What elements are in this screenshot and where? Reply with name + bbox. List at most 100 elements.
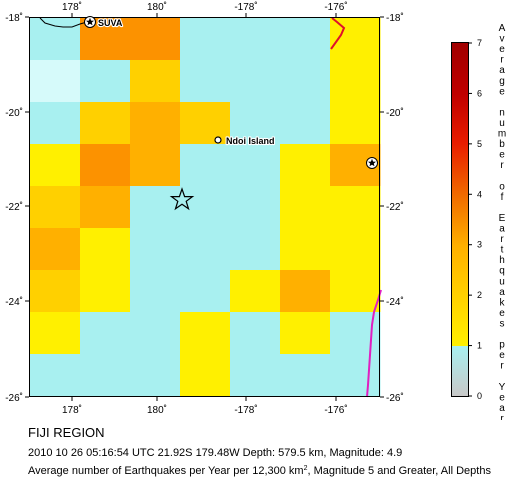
grid-cell: [280, 18, 331, 61]
lon-label-top-178e: 178˚: [62, 1, 82, 13]
legend-title-letter: a: [499, 65, 505, 76]
grid-cell: [230, 354, 281, 397]
grid-cell: [230, 312, 281, 355]
grid-cell: [180, 102, 231, 145]
legend-tick-label: 5: [477, 139, 482, 149]
legend-title-letter: n: [499, 107, 505, 118]
coastline: [39, 17, 88, 28]
grid-cell: [230, 270, 281, 313]
lat-label-right-26: -26˚: [386, 392, 404, 404]
lon-label-bottom-180: 180˚: [147, 404, 167, 416]
legend-title-letter: u: [499, 118, 505, 129]
grid-cell: [80, 60, 131, 103]
grid-cell: [130, 354, 181, 397]
grid-cell: [30, 312, 81, 355]
legend-tick-label: 7: [477, 38, 482, 48]
legend-title-letter: A: [499, 23, 506, 34]
grid-cell: [330, 354, 381, 397]
lat-label-right-18: -18˚: [386, 12, 404, 24]
grid-cell: [180, 312, 231, 355]
grid-cell: [180, 144, 231, 187]
legend-title-letter: t: [501, 245, 504, 256]
grid-cell: [180, 270, 231, 313]
legend-title-letter: a: [499, 224, 505, 235]
average-caption: Average number of Earthquakes per Year p…: [28, 465, 491, 477]
map-frame: [29, 17, 380, 397]
grid-cell: [280, 60, 331, 103]
plate-boundary-north: [330, 17, 346, 50]
grid-cell: [30, 354, 81, 397]
legend-tick-label: 4: [477, 189, 482, 199]
legend-tick-label: 2: [477, 290, 482, 300]
grid-cell: [180, 354, 231, 397]
grid-cell: [230, 60, 281, 103]
legend-tick-label: 1: [477, 341, 482, 351]
grid-cell: [130, 60, 181, 103]
latitude-ticks: [25, 16, 384, 398]
grid-cell: [180, 18, 231, 61]
average-caption-tail: , Magnitude 5 and Greater, All Depths: [307, 465, 491, 477]
grid-cell: [330, 270, 381, 313]
grid-cell: [130, 228, 181, 271]
grid-cell: [30, 186, 81, 229]
seismicity-map: 178˚ 180˚ -178˚ -176˚ 178˚ 180˚ -178˚ -1…: [5, 1, 506, 420]
grid-cell: [80, 354, 131, 397]
legend-title-letter: v: [500, 34, 505, 45]
lat-label-left-26: -26˚: [5, 392, 23, 404]
lon-label-top-176w: -176˚: [324, 1, 347, 13]
grid-cell: [30, 102, 81, 145]
lat-label-right-20: -20˚: [386, 107, 404, 119]
legend-tick-label: 3: [477, 240, 482, 250]
grid-cell: [130, 18, 181, 61]
grid-cell: [280, 186, 331, 229]
grid-cell: [30, 18, 81, 61]
grid-cell: [30, 60, 81, 103]
grid-cell: [130, 186, 181, 229]
legend-tick-label: 0: [477, 391, 482, 401]
grid-cell: [180, 228, 231, 271]
grid-cell: [330, 60, 381, 103]
lon-label-bottom-176w: -176˚: [324, 404, 347, 416]
legend-title-letter: f: [501, 192, 504, 203]
event-caption: 2010 10 26 05:16:54 UTC 21.92S 179.48W D…: [28, 447, 403, 459]
grid-cell: [80, 186, 131, 229]
legend-title-letter: h: [499, 255, 505, 266]
legend-title-letter: a: [499, 403, 505, 414]
legend-title-letter: r: [500, 55, 504, 66]
legend-title-letter: e: [499, 86, 505, 97]
grid-cell: [30, 228, 81, 271]
grid-cell: [30, 270, 81, 313]
lon-label-bottom-178e: 178˚: [62, 404, 82, 416]
legend-title-letter: Y: [499, 382, 506, 393]
grid-cell: [330, 102, 381, 145]
grid-cell: [130, 144, 181, 187]
lat-label-right-22: -22˚: [386, 201, 404, 213]
legend-title-letter: q: [499, 266, 505, 277]
grid-cell: [230, 144, 281, 187]
grid-cell: [280, 102, 331, 145]
legend-ticks: 7 6 5 4 3 2 1 0: [468, 38, 482, 401]
lat-label-left-18: -18˚: [5, 12, 23, 24]
epicenter-star-icon: [169, 187, 195, 211]
legend-title-letter: s: [500, 319, 505, 330]
grid-cell: [80, 144, 131, 187]
grid-cell: [180, 60, 231, 103]
suva-label-text: SUVA: [98, 18, 123, 28]
grid-cell: [280, 270, 331, 313]
lat-label-left-24: -24˚: [5, 296, 23, 308]
legend-title-letter: e: [499, 308, 505, 319]
legend-title-letter: e: [499, 44, 505, 55]
grid-cell: [130, 312, 181, 355]
grid-cell: [230, 228, 281, 271]
grid-cell: [280, 144, 331, 187]
legend-title-letter: g: [499, 76, 505, 87]
legend-title-letter: r: [500, 160, 504, 171]
grid-cell: [80, 228, 131, 271]
legend-title-letter: k: [500, 297, 506, 308]
legend-title-letter: e: [499, 150, 505, 161]
legend-title-letter: o: [499, 181, 505, 192]
grid-cell: [130, 102, 181, 145]
lon-label-top-178w: -178˚: [234, 1, 257, 13]
grid-cell: [280, 312, 331, 355]
